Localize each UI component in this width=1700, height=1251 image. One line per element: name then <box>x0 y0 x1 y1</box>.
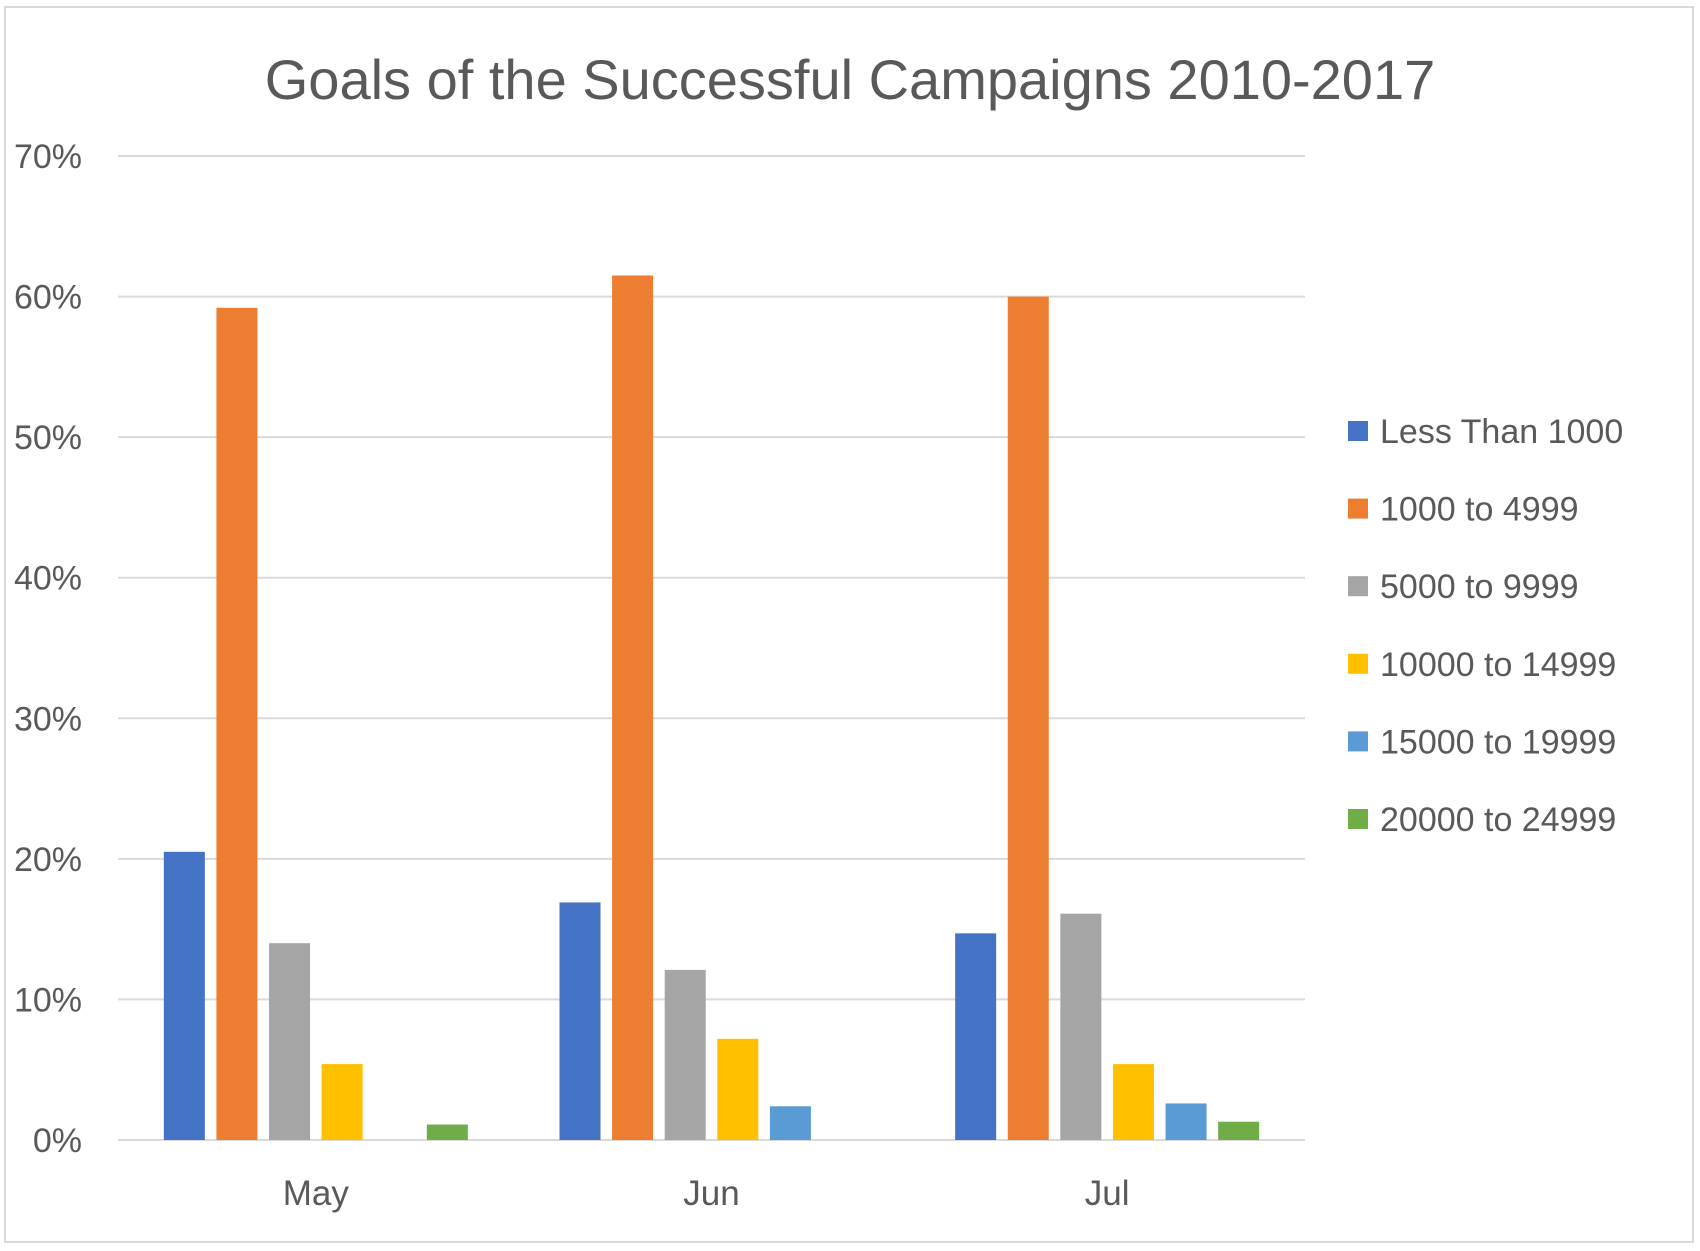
bar-jun-2 <box>664 969 706 1140</box>
bar-may-0 <box>163 851 205 1140</box>
legend-label: 20000 to 24999 <box>1380 801 1616 839</box>
bar-may-1 <box>216 307 258 1140</box>
bar-may-2 <box>269 943 311 1140</box>
bar-jul-2 <box>1060 913 1102 1140</box>
bar-may-5 <box>426 1124 468 1140</box>
legend-swatch <box>1348 576 1368 597</box>
bar-jul-0 <box>955 933 997 1140</box>
x-category-label: Jun <box>683 1174 739 1213</box>
legend-swatch <box>1348 498 1368 519</box>
bar-jul-5 <box>1218 1121 1260 1140</box>
y-tick-label: 10% <box>14 981 82 1019</box>
y-tick-label: 0% <box>33 1122 82 1160</box>
bar-jun-1 <box>612 275 654 1140</box>
x-category-label: May <box>283 1174 350 1213</box>
legend-label: 15000 to 19999 <box>1380 723 1616 761</box>
bar-jul-4 <box>1165 1103 1207 1140</box>
x-axis-category-labels: May Jun Jul <box>283 1174 1130 1213</box>
legend-swatch <box>1348 653 1368 674</box>
legend-label: Less Than 1000 <box>1380 413 1623 451</box>
bar-jul-1 <box>1007 296 1049 1141</box>
x-category-label: Jul <box>1085 1174 1130 1213</box>
bar-jul-3 <box>1112 1064 1154 1140</box>
bars <box>163 275 1260 1141</box>
chart-title: Goals of the Successful Campaigns 2010-2… <box>265 48 1435 111</box>
y-tick-label: 20% <box>14 841 82 879</box>
bar-may-3 <box>321 1064 363 1140</box>
bar-jun-0 <box>559 902 601 1140</box>
gridlines <box>118 155 1305 1141</box>
y-tick-label: 70% <box>14 138 82 176</box>
y-tick-label: 50% <box>14 419 82 457</box>
legend-swatch <box>1348 731 1368 752</box>
y-tick-label: 60% <box>14 279 82 317</box>
legend-label: 5000 to 9999 <box>1380 568 1579 606</box>
bar-jun-3 <box>717 1038 759 1140</box>
y-tick-label: 40% <box>14 560 82 598</box>
legend-swatch <box>1348 809 1368 829</box>
y-tick-label: 30% <box>14 700 82 738</box>
legend-label: 1000 to 4999 <box>1380 491 1579 529</box>
legend-label: 10000 to 14999 <box>1380 646 1616 684</box>
legend: Less Than 1000 1000 to 4999 5000 to 9999 10… <box>1348 413 1623 839</box>
y-axis-tick-labels: 0% 10% 20% 30% 40% 50% 60% 70% <box>14 138 82 1160</box>
bar-jun-4 <box>769 1106 811 1140</box>
legend-swatch <box>1348 421 1368 441</box>
